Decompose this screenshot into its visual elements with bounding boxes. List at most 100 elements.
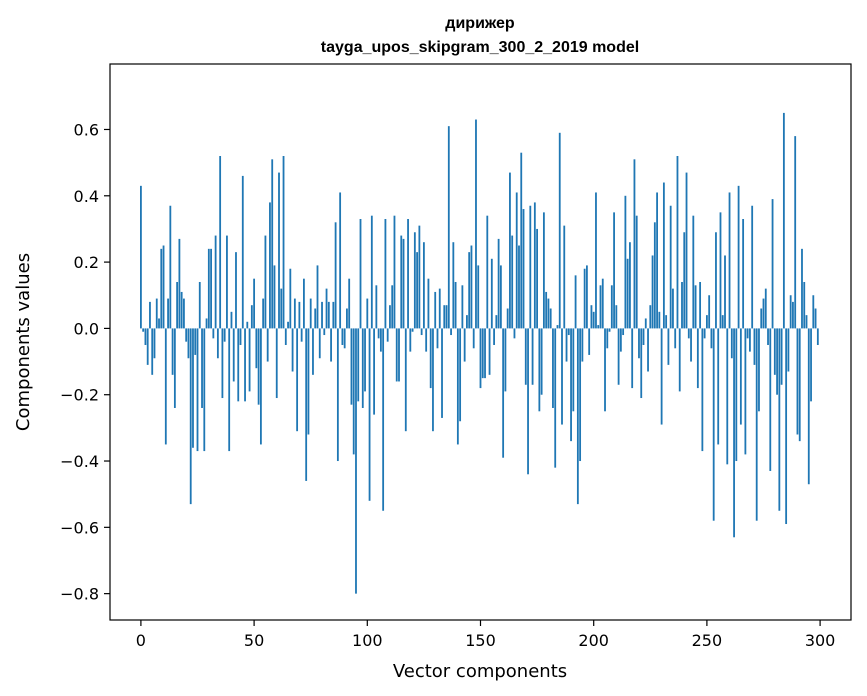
bar-component-223 <box>644 318 647 329</box>
bar-component-38 <box>226 235 228 329</box>
bar-component-296 <box>810 328 812 402</box>
bar-component-83 <box>327 301 330 329</box>
bar-component-185 <box>558 132 561 329</box>
bar-component-259 <box>726 328 729 465</box>
bar-component-200 <box>592 311 595 329</box>
bar-component-198 <box>588 328 591 355</box>
bar-component-42 <box>235 252 237 329</box>
bar-component-273 <box>758 328 760 412</box>
y-tick-label: −0.4 <box>60 452 99 471</box>
x-tick-label: 250 <box>692 631 723 650</box>
bar-component-52 <box>257 328 260 405</box>
bar-component-23 <box>192 328 194 448</box>
bar-component-155 <box>490 258 493 329</box>
bar-component-49 <box>250 305 253 329</box>
bar-component-137 <box>450 328 452 336</box>
bar-component-268 <box>746 328 749 339</box>
bar-component-203 <box>599 285 602 329</box>
bar-component-47 <box>246 321 249 329</box>
bar-component-123 <box>418 225 421 329</box>
bar-component-180 <box>547 298 550 329</box>
bar-component-189 <box>567 328 570 336</box>
bar-component-215 <box>626 258 629 329</box>
bar-component-214 <box>624 195 627 329</box>
bar-component-48 <box>248 328 251 392</box>
bar-component-121 <box>413 232 416 329</box>
bar-component-127 <box>427 278 430 329</box>
bar-component-120 <box>411 328 414 332</box>
bar-component-193 <box>576 328 579 505</box>
bar-component-92 <box>348 278 351 329</box>
bar-component-20 <box>185 328 188 342</box>
bar-component-39 <box>228 328 231 452</box>
bar-component-57 <box>269 202 271 329</box>
bar-component-28 <box>203 328 206 452</box>
bar-component-113 <box>395 328 398 382</box>
bar-component-124 <box>420 328 423 336</box>
bar-component-239 <box>681 281 683 329</box>
bar-component-244 <box>692 215 695 329</box>
bar-component-251 <box>708 295 711 329</box>
bar-component-77 <box>314 308 317 329</box>
bar-component-205 <box>604 328 606 412</box>
bar-component-1 <box>142 328 145 332</box>
x-axis-label: Vector components <box>393 661 567 682</box>
bar-component-229 <box>658 311 661 329</box>
bar-component-102 <box>370 215 373 329</box>
bar-component-234 <box>669 205 672 329</box>
bar-component-41 <box>232 328 235 382</box>
bar-component-114 <box>398 328 400 382</box>
bar-component-225 <box>649 305 652 329</box>
bar-component-254 <box>715 232 717 329</box>
bar-component-287 <box>789 295 792 329</box>
bar-component-62 <box>280 288 283 329</box>
bar-component-298 <box>814 308 817 329</box>
bar-component-27 <box>201 328 203 408</box>
bar-component-255 <box>717 328 720 445</box>
x-tick-label: 300 <box>805 631 836 650</box>
bar-component-221 <box>640 328 643 399</box>
bar-component-297 <box>812 295 815 329</box>
y-axis-label: Components values <box>13 253 34 431</box>
bar-component-270 <box>751 205 754 329</box>
bar-component-148 <box>475 119 477 329</box>
bar-component-122 <box>416 252 419 329</box>
bar-component-158 <box>497 238 500 329</box>
bar-component-117 <box>404 328 407 432</box>
bar-component-252 <box>710 328 713 349</box>
bar-component-139 <box>454 281 457 329</box>
bar-component-134 <box>443 305 446 329</box>
bar-component-243 <box>690 328 692 362</box>
bar-component-89 <box>341 328 344 345</box>
bar-component-36 <box>221 328 224 399</box>
bar-component-129 <box>432 328 434 432</box>
bar-component-128 <box>429 328 432 389</box>
bar-component-46 <box>244 328 246 402</box>
bar-component-260 <box>728 192 731 329</box>
bar-component-104 <box>375 285 378 329</box>
x-tick-label: 100 <box>352 631 383 650</box>
bar-component-266 <box>742 219 745 329</box>
bar-component-135 <box>445 305 448 329</box>
bar-component-146 <box>470 245 473 329</box>
bar-component-206 <box>606 328 609 349</box>
bar-component-257 <box>721 315 724 329</box>
bar-component-93 <box>350 328 353 405</box>
bar-component-209 <box>613 212 615 329</box>
bar-component-165 <box>513 328 516 339</box>
bar-component-256 <box>719 212 722 329</box>
bar-component-24 <box>194 328 197 355</box>
bar-component-59 <box>273 265 276 329</box>
bar-component-282 <box>778 328 781 511</box>
bar-component-125 <box>422 242 425 329</box>
bar-component-290 <box>796 328 799 435</box>
bar-component-181 <box>549 308 552 329</box>
bar-component-172 <box>529 205 532 329</box>
bar-component-14 <box>171 328 174 375</box>
bar-component-51 <box>255 328 258 369</box>
bar-component-188 <box>565 328 568 362</box>
bar-component-130 <box>434 291 437 329</box>
bar-component-175 <box>536 228 538 329</box>
bar-component-212 <box>619 328 622 352</box>
